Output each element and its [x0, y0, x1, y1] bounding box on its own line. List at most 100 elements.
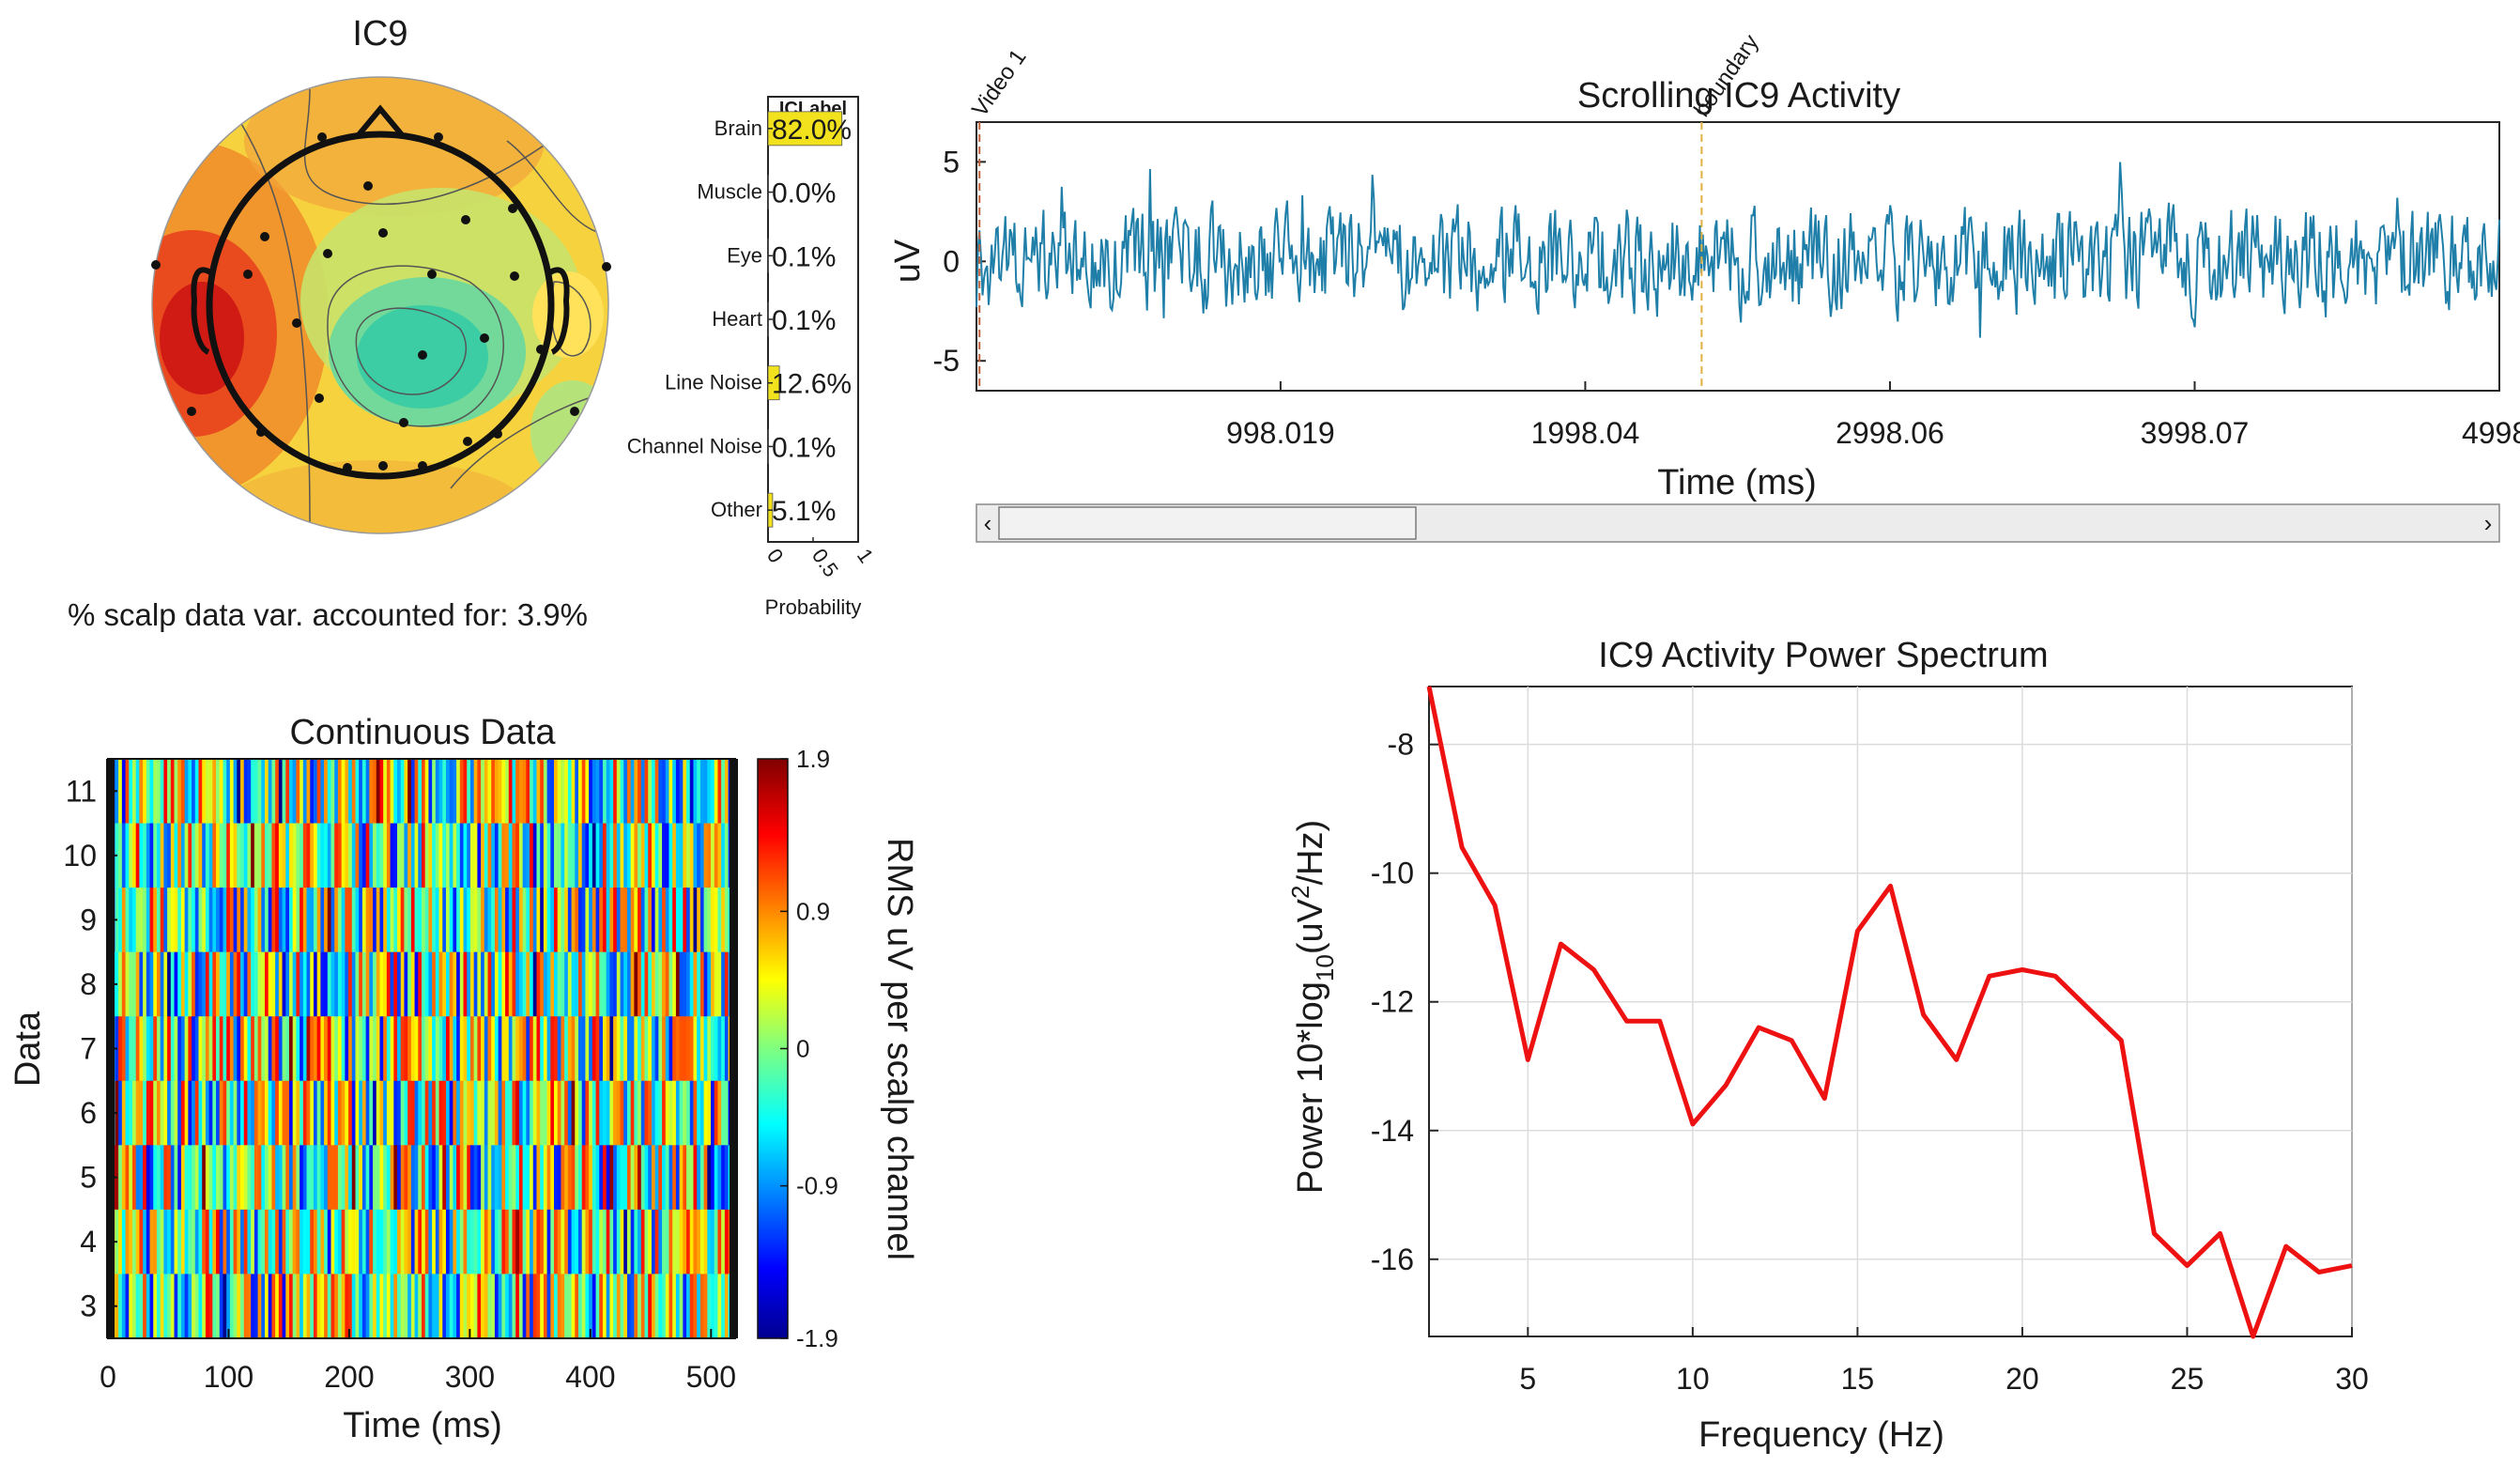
heatmap-cell: [651, 888, 656, 953]
heatmap-cell: [257, 1209, 262, 1274]
heatmap-cell: [453, 888, 457, 953]
heatmap-cell: [530, 759, 534, 824]
heatmap-cell: [180, 1145, 186, 1211]
heatmap-cell: [424, 951, 430, 1017]
heatmap-cell: [616, 1080, 622, 1146]
heatmap-cell: [243, 1274, 249, 1338]
heatmap-cell: [139, 951, 144, 1017]
heatmap-cell: [467, 951, 471, 1017]
heatmap-cell: [564, 1145, 569, 1211]
heatmap-cell: [699, 951, 705, 1017]
heatmap-cell: [324, 1209, 329, 1274]
scrollbar[interactable]: ‹ ›: [976, 503, 2500, 543]
heatmap-cell: [310, 1080, 315, 1146]
heatmap-cell: [469, 951, 475, 1017]
heatmap-cell: [240, 1016, 245, 1082]
heatmap-cell: [205, 1274, 210, 1338]
heatmap-cell: [254, 823, 259, 888]
heatmap-cell: [680, 1338, 684, 1403]
heatmap-cell: [198, 1145, 203, 1211]
heatmap-cell: [575, 1016, 579, 1082]
heatmap-cell: [613, 823, 618, 888]
heatmap-cell: [515, 823, 520, 888]
heatmap-cell: [302, 1080, 308, 1146]
heatmap-cell: [634, 888, 638, 953]
scroll-left-arrow-icon[interactable]: ‹: [984, 509, 992, 537]
heatmap-cell: [424, 1016, 430, 1082]
spectrum-ylabel: Power 10*log10(uV2/Hz): [1286, 820, 1339, 1194]
heatmap-cell: [540, 1080, 545, 1146]
heatmap-cell: [595, 823, 600, 888]
heatmap-cell: [589, 1016, 593, 1082]
heatmap-cell: [499, 1338, 502, 1403]
heatmap-cell: [558, 1338, 561, 1403]
heatmap-cell: [313, 888, 318, 953]
heatmap-cell: [459, 1209, 465, 1274]
heatmap-cell: [278, 888, 284, 953]
heatmap-cell: [271, 1080, 276, 1146]
heatmap-cell: [487, 951, 492, 1017]
heatmap-cell: [717, 1145, 722, 1211]
heatmap-cell: [638, 823, 642, 888]
heatmap-cell: [180, 951, 186, 1017]
heatmap-cell: [445, 888, 451, 953]
heatmap-cell: [498, 1145, 502, 1211]
heatmap-cell: [254, 888, 259, 953]
heatmap-cell: [149, 1016, 154, 1082]
heatmap-cell: [544, 1338, 547, 1403]
heatmap-cell: [623, 823, 628, 888]
heatmap-cell: [557, 888, 562, 953]
iclabel-xtick-label: 1: [853, 545, 879, 567]
heatmap-cell: [390, 1145, 394, 1211]
heatmap-cell: [599, 951, 604, 1017]
heatmap-cell: [686, 1209, 691, 1274]
heatmap-cell: [118, 759, 123, 824]
heatmap-cell: [243, 951, 249, 1017]
heatmap-cell: [456, 1209, 461, 1274]
scroll-right-arrow-icon[interactable]: ›: [2484, 509, 2493, 537]
heatmap-cell: [393, 1274, 398, 1338]
heatmap-cell: [345, 1080, 349, 1146]
heatmap-cell: [316, 1209, 321, 1274]
iclabel-xlabel: Probability: [765, 595, 862, 619]
heatmap-cell: [532, 888, 538, 953]
heatmap-cell: [606, 1016, 610, 1082]
heatmap-cell: [180, 1016, 186, 1082]
heatmap-cell: [449, 1145, 453, 1211]
heatmap-cell: [644, 1145, 649, 1211]
heatmap-cell: [282, 823, 286, 888]
heatmap-cell: [550, 888, 555, 953]
heatmap-cell: [532, 1016, 538, 1082]
heatmap-cell: [271, 1338, 275, 1403]
heatmap-cell: [146, 1274, 151, 1338]
heatmap-cell: [683, 823, 687, 888]
scrollbar-thumb[interactable]: [998, 506, 1417, 540]
heatmap-cell: [469, 1274, 475, 1338]
heatmap-cell: [711, 1274, 715, 1338]
heatmap-cell: [668, 1209, 673, 1274]
heatmap-cell: [662, 759, 667, 824]
heatmap-cell: [697, 1016, 701, 1082]
heatmap-cell: [369, 951, 374, 1017]
heatmap-cell: [310, 1209, 315, 1274]
heatmap-cell: [310, 951, 315, 1017]
heatmap-cell: [341, 823, 346, 888]
heatmap-cell: [247, 951, 252, 1017]
heatmap-cell: [651, 1145, 656, 1211]
heatmap-cell: [320, 759, 325, 824]
spectrum-ytick-label: -16: [1371, 1243, 1414, 1276]
heatmap-cell: [665, 1016, 670, 1082]
heatmap-cell: [665, 1080, 670, 1146]
heatmap-cell: [135, 1145, 140, 1211]
heatmap-cell: [198, 1080, 203, 1146]
heatmap-cell: [526, 759, 530, 824]
heatmap-cell: [606, 888, 610, 953]
heatmap-cell: [627, 1338, 631, 1403]
heatmap-cell: [359, 951, 363, 1017]
heatmap-cell: [651, 1016, 656, 1082]
heatmap-cell: [438, 823, 443, 888]
heatmap-cell: [630, 823, 635, 888]
heatmap-cell: [703, 823, 708, 888]
heatmap-cell: [484, 823, 489, 888]
heatmap-cell: [219, 1016, 224, 1082]
